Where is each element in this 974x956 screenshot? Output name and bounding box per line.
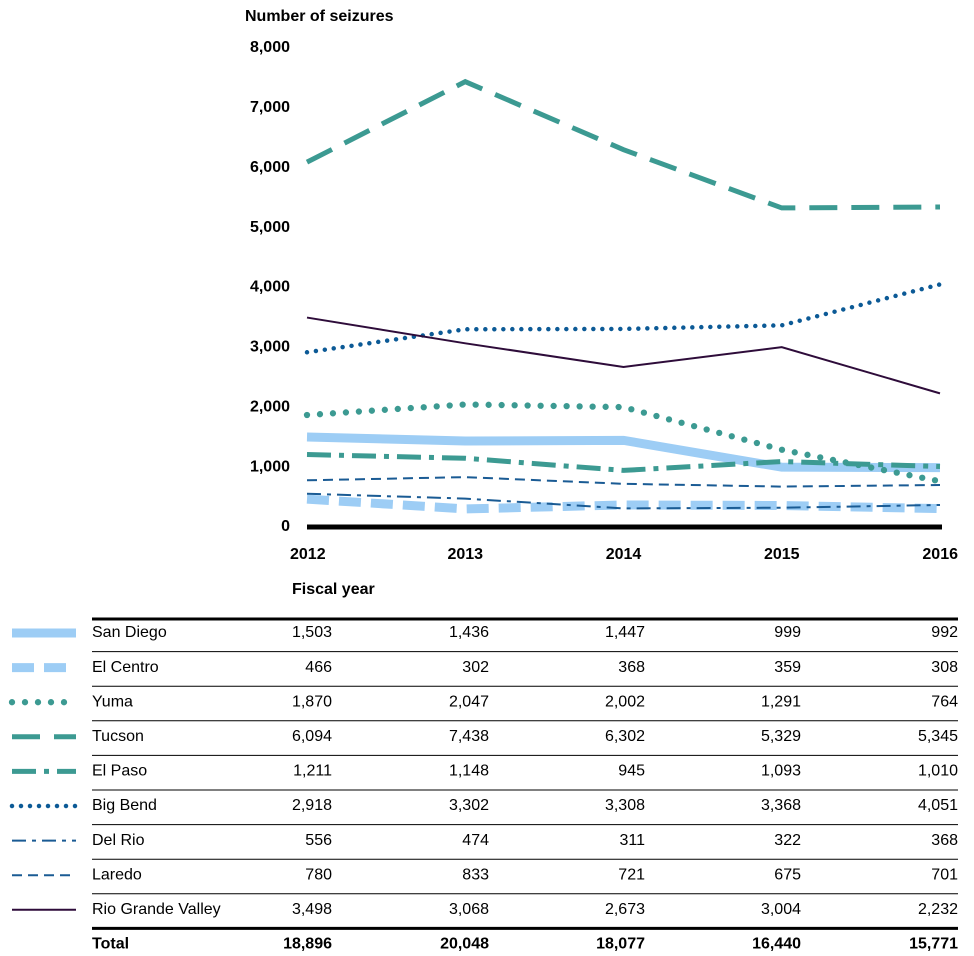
y-tick-label: 3,000: [250, 339, 290, 356]
legend-label: Yuma: [92, 693, 133, 710]
table-value: 780: [305, 866, 332, 883]
y-tick-label: 4,000: [250, 279, 290, 296]
x-axis-title: Fiscal year: [292, 581, 375, 598]
table-value: 2,232: [918, 901, 958, 918]
table-value: 2,002: [605, 693, 645, 710]
table-value: 302: [462, 659, 489, 676]
x-tick-label: 2016: [922, 546, 958, 563]
table-value: 1,870: [292, 693, 332, 710]
table-value: 359: [774, 659, 801, 676]
table-value: 1,148: [449, 763, 489, 780]
x-tick-label: 2014: [606, 546, 642, 563]
series-line: [306, 451, 941, 473]
series-line: [306, 492, 941, 510]
table-value: 5,329: [761, 728, 801, 745]
y-tick-label: 1,000: [250, 458, 290, 475]
total-value: 15,771: [909, 936, 958, 953]
table-value: 1,447: [605, 624, 645, 641]
table-value: 368: [931, 832, 958, 849]
table-value: 474: [462, 832, 489, 849]
x-tick-label: 2013: [447, 546, 483, 563]
table-value: 2,673: [605, 901, 645, 918]
series-line: [305, 78, 941, 211]
series-line: [306, 476, 941, 488]
table-value: 3,068: [449, 901, 489, 918]
table-value: 6,302: [605, 728, 645, 745]
total-value: 20,048: [440, 936, 489, 953]
series-line: [306, 432, 941, 473]
table-value: 945: [618, 763, 645, 780]
total-label: Total: [92, 936, 129, 953]
legend-label: Del Rio: [92, 832, 145, 849]
table-value: 2,047: [449, 693, 489, 710]
y-tick-label: 6,000: [250, 159, 290, 176]
x-tick-label: 2015: [764, 546, 800, 563]
legend-label: El Centro: [92, 659, 159, 676]
series-line: [306, 316, 941, 395]
legend-label: Tucson: [92, 728, 144, 745]
table-value: 3,302: [449, 797, 489, 814]
table-value: 466: [305, 659, 332, 676]
table-value: 308: [931, 659, 958, 676]
table-value: 999: [774, 624, 801, 641]
legend-label: Rio Grande Valley: [92, 901, 221, 918]
table-value: 1,010: [918, 763, 958, 780]
series-line: [304, 282, 943, 355]
table-value: 3,368: [761, 797, 801, 814]
table-value: 1,291: [761, 693, 801, 710]
y-tick-label: 5,000: [250, 219, 290, 236]
table-value: 764: [931, 693, 958, 710]
table-value: 1,211: [293, 763, 332, 780]
series-line: [303, 401, 944, 485]
table-value: 701: [931, 866, 958, 883]
total-value: 18,896: [283, 936, 332, 953]
table-value: 3,498: [292, 901, 332, 918]
y-tick-label: 0: [281, 518, 290, 535]
table-value: 3,004: [761, 901, 801, 918]
table-value: 556: [305, 832, 332, 849]
table-value: 3,308: [605, 797, 645, 814]
table-value: 675: [774, 866, 801, 883]
table-value: 721: [618, 866, 645, 883]
series-line: [306, 494, 941, 514]
y-tick-label: 7,000: [250, 99, 290, 116]
table-value: 992: [931, 624, 958, 641]
table-value: 322: [774, 832, 801, 849]
legend-label: Laredo: [92, 866, 142, 883]
table-value: 4,051: [918, 797, 958, 814]
table-value: 1,503: [292, 624, 332, 641]
table-value: 311: [619, 832, 645, 849]
table-value: 7,438: [449, 728, 489, 745]
table-value: 368: [618, 659, 645, 676]
table-value: 6,094: [292, 728, 332, 745]
table-value: 5,345: [918, 728, 958, 745]
legend-label: Big Bend: [92, 797, 157, 814]
y-tick-label: 8,000: [250, 39, 290, 56]
table-value: 1,436: [449, 624, 489, 641]
y-tick-label: 2,000: [250, 398, 290, 415]
table-value: 1,093: [761, 763, 801, 780]
y-axis-title: Number of seizures: [245, 8, 394, 25]
x-tick-label: 2012: [290, 546, 326, 563]
total-value: 18,077: [596, 936, 645, 953]
total-value: 16,440: [752, 936, 801, 953]
table-value: 2,918: [292, 797, 332, 814]
legend-label: El Paso: [92, 763, 147, 780]
table-value: 833: [462, 866, 489, 883]
legend-label: San Diego: [92, 624, 167, 641]
